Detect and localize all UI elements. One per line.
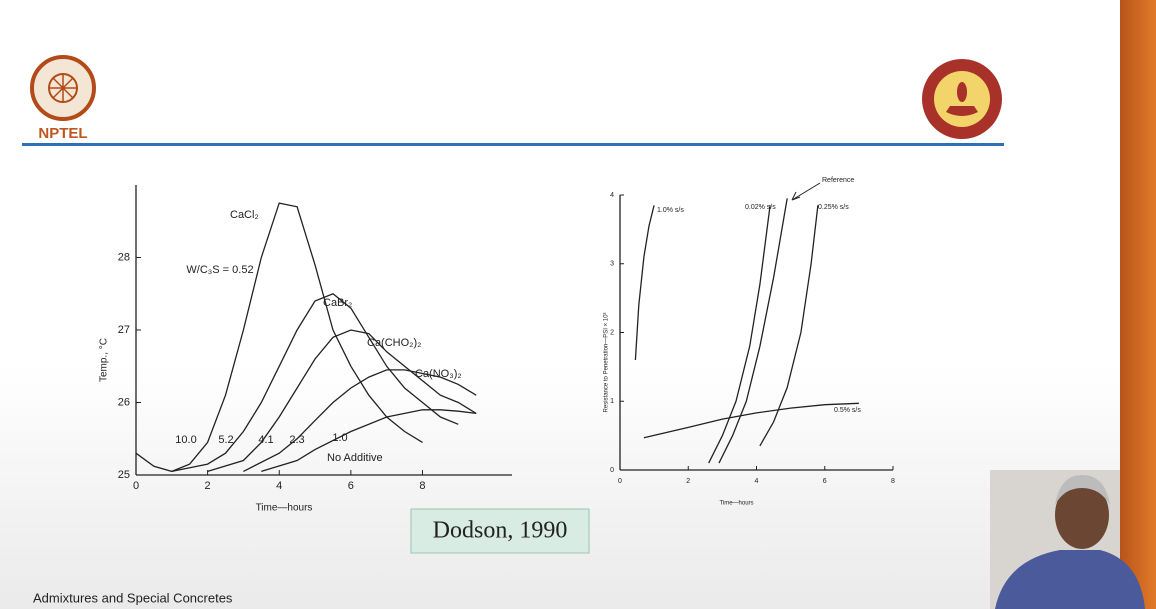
- series-label: CaBr₂: [323, 297, 352, 309]
- x-tick-label: 8: [419, 480, 425, 492]
- x-tick-label: 0: [618, 478, 622, 485]
- y-axis-label: Resistance to Penetration—PSI × 10³: [604, 313, 610, 413]
- y-tick-label: 4: [610, 192, 614, 199]
- series-line: [135, 202, 423, 473]
- series-line: [171, 293, 459, 473]
- series-line: [243, 369, 477, 472]
- annotation: 4.1: [258, 434, 273, 446]
- iit-logo: [922, 59, 1002, 139]
- y-tick-label: 0: [610, 467, 614, 474]
- x-tick-label: 6: [348, 480, 354, 492]
- x-axis-label: Time—hours: [256, 503, 313, 514]
- presenter: [990, 470, 1145, 609]
- series-line: [643, 402, 859, 439]
- x-tick-label: 4: [755, 478, 759, 485]
- y-axis-label: Temp., °C: [99, 338, 110, 382]
- series-label: No Additive: [327, 452, 383, 464]
- series-label: Ca(NO₃)₂: [415, 368, 462, 380]
- y-tick-label: 27: [118, 324, 130, 336]
- series-label: 0.5% s/s: [834, 407, 861, 414]
- reference-arrow: [791, 182, 821, 201]
- series-label: 0.02% s/s: [745, 204, 776, 211]
- series-line: [261, 409, 477, 473]
- y-tick-label: 28: [118, 251, 130, 263]
- series-label: Ca(CHO₂)₂: [367, 337, 421, 349]
- x-axis-label: Time—hours: [719, 501, 753, 507]
- nptel-logo: NPTEL: [30, 55, 96, 142]
- y-tick-label: 26: [118, 396, 130, 408]
- logo-text: NPTEL: [38, 125, 87, 142]
- series-line: [759, 205, 819, 447]
- caption: Dodson, 1990: [433, 518, 568, 544]
- series-line: [207, 329, 477, 473]
- series-line: [708, 205, 771, 464]
- series-line: [634, 205, 655, 361]
- header-rule: [22, 143, 1004, 146]
- y-tick-label: 1: [610, 398, 614, 405]
- series-line: [718, 198, 788, 464]
- x-tick-label: 6: [823, 478, 827, 485]
- series-label: 0.25% s/s: [818, 204, 849, 211]
- annotation: 2.3: [289, 434, 304, 446]
- x-tick-label: 4: [276, 480, 282, 492]
- series-label: 1.0% s/s: [657, 207, 684, 214]
- footer: Admixtures and Special Concretes: [33, 590, 233, 605]
- x-tick-label: 8: [891, 478, 895, 485]
- annotation: W/C₃S = 0.52: [186, 264, 253, 276]
- y-tick-label: 25: [118, 469, 130, 481]
- y-tick-label: 2: [610, 329, 614, 336]
- x-tick-label: 0: [133, 480, 139, 492]
- annotation: 1.0: [332, 432, 347, 444]
- series-label: Reference: [822, 177, 854, 184]
- video-edge: [1120, 0, 1156, 609]
- x-tick-label: 2: [205, 480, 211, 492]
- y-tick-label: 3: [610, 261, 614, 268]
- series-label: CaCl₂: [230, 209, 259, 221]
- x-tick-label: 2: [686, 478, 690, 485]
- annotation: 5.2: [218, 434, 233, 446]
- annotation: 10.0: [175, 434, 196, 446]
- caption-box: [410, 508, 590, 554]
